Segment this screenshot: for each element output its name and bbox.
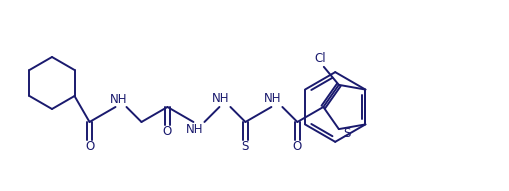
Text: NH: NH bbox=[263, 92, 280, 105]
Text: S: S bbox=[343, 127, 350, 140]
Text: NH: NH bbox=[211, 92, 229, 105]
Text: NH: NH bbox=[185, 123, 203, 137]
Text: Cl: Cl bbox=[314, 52, 325, 65]
Text: O: O bbox=[84, 141, 94, 154]
Text: S: S bbox=[241, 141, 248, 154]
Text: NH: NH bbox=[109, 93, 127, 106]
Text: O: O bbox=[292, 141, 301, 154]
Text: O: O bbox=[162, 125, 172, 138]
